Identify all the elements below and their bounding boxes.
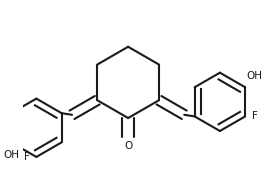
Text: OH: OH (3, 150, 19, 160)
Text: F: F (252, 111, 258, 121)
Text: O: O (124, 141, 132, 151)
Text: F: F (24, 152, 30, 162)
Text: OH: OH (247, 71, 263, 81)
